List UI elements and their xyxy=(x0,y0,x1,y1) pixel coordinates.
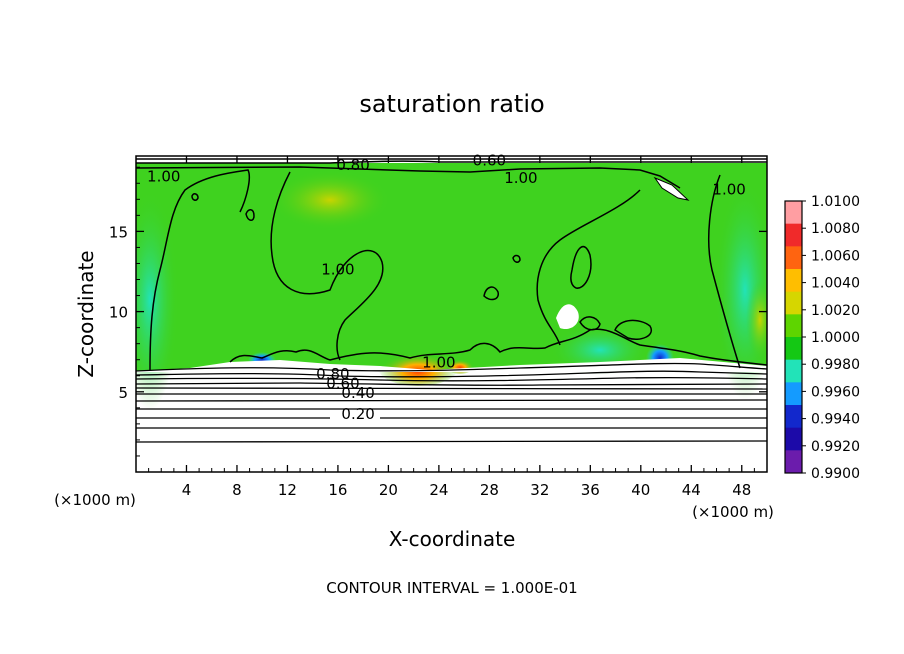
contour-strata-4 xyxy=(136,382,767,386)
y-tick-label: 5 xyxy=(118,384,128,402)
x-tick-label: 24 xyxy=(429,481,448,499)
colorbar-label: 1.0100 xyxy=(811,194,860,210)
colorbar-swatch xyxy=(785,427,802,451)
x-tick-label: 32 xyxy=(530,481,549,499)
y-tick-label: 10 xyxy=(109,304,128,322)
colorbar-swatch xyxy=(785,246,802,270)
contour-strata-7 xyxy=(136,399,767,402)
colorbar-swatch xyxy=(785,314,802,338)
x-tick-label: 28 xyxy=(480,481,499,499)
x-tick-label: 4 xyxy=(182,481,192,499)
contour-strata-2 xyxy=(136,370,767,378)
x-axis-label: X-coordinate xyxy=(389,527,516,551)
y-axis-label: Z-coordinate xyxy=(74,250,98,377)
x-tick-label: 20 xyxy=(379,481,398,499)
contour-strata xyxy=(136,362,767,443)
y-tick-label: 15 xyxy=(109,223,128,241)
x-tick-label: 8 xyxy=(232,481,242,499)
contour-label: 0.20 xyxy=(341,405,374,423)
x-tick-label: 36 xyxy=(581,481,600,499)
saturation-field xyxy=(136,163,767,371)
contour-label: 1.00 xyxy=(321,260,354,278)
x-tick-label: 48 xyxy=(732,481,751,499)
contour-label: 1.00 xyxy=(504,169,537,187)
x-tick-label: 16 xyxy=(328,481,347,499)
x-unit-left: (×1000 m) xyxy=(54,491,136,509)
contour-1-center xyxy=(270,171,384,361)
x-axis-ticks: 4 8 12 16 20 24 28 32 36 40 44 48 xyxy=(148,156,755,499)
colorbar: 1.0100 1.0080 1.0060 1.0040 1.0020 1.0000 0.99… xyxy=(784,194,860,482)
colorbar-swatch xyxy=(785,382,802,406)
colorbar-label: 0.9940 xyxy=(811,412,860,428)
contour-loop-2 xyxy=(579,316,601,331)
contour-island-5 xyxy=(512,254,521,263)
contour-lines xyxy=(136,158,767,371)
contour-strata-5 xyxy=(136,387,767,390)
contour-island-2 xyxy=(483,286,499,301)
plot-area xyxy=(136,156,767,472)
contour-1-right xyxy=(536,189,641,346)
contour-top-2 xyxy=(136,160,767,164)
field-patch-warm-top xyxy=(270,170,390,230)
contour-strata-3 xyxy=(136,376,767,382)
colorbar-label: 1.0000 xyxy=(811,330,860,346)
x-unit-right: (×1000 m) xyxy=(692,503,774,521)
chart-title: saturation ratio xyxy=(359,90,544,118)
colorbar-label: 1.0040 xyxy=(811,276,860,292)
colorbar-label: 1.0060 xyxy=(811,248,860,264)
contour-interval-note: CONTOUR INTERVAL = 1.000E-01 xyxy=(326,579,577,597)
contour-1-far-right xyxy=(708,174,741,369)
contour-label: 1.00 xyxy=(422,354,455,372)
contour-label: 0.60 xyxy=(326,374,359,392)
colorbar-swatch xyxy=(785,201,802,225)
contour-strata-11 xyxy=(136,440,767,443)
contour-island-3 xyxy=(245,209,255,221)
colorbar-swatch xyxy=(785,223,802,247)
contour-top-3 xyxy=(136,166,681,189)
contour-cloud-top xyxy=(229,328,767,366)
contour-label: 1.00 xyxy=(712,180,745,198)
field-patch-cool-left xyxy=(136,190,178,410)
contour-labels: 1.000.80 0.601.001.001.001.000.800.600.40… xyxy=(147,151,746,423)
colorbar-label: 1.0080 xyxy=(811,221,860,237)
contour-1-left xyxy=(149,169,251,371)
contour-island xyxy=(570,245,592,289)
contour-label: 0.80 xyxy=(336,156,369,174)
colorbar-label: 1.0020 xyxy=(811,303,860,319)
colorbar-label: 0.9980 xyxy=(811,357,860,373)
white-patch-right-mid xyxy=(556,304,579,330)
contour-strata-1 xyxy=(136,362,767,372)
colorbar-swatch xyxy=(785,291,802,315)
contour-label: 0.40 xyxy=(341,384,374,402)
contour-loop-1 xyxy=(614,319,653,340)
contour-label: 0.80 xyxy=(316,365,349,383)
contour-island-4 xyxy=(191,193,199,201)
colorbar-swatch xyxy=(785,359,802,383)
colorbar-swatch xyxy=(785,450,802,474)
white-patch-top-right xyxy=(653,176,690,201)
x-tick-label: 44 xyxy=(682,481,701,499)
colorbar-label: 0.9900 xyxy=(811,466,860,482)
colorbar-label: 0.9960 xyxy=(811,384,860,400)
contour-label: 1.00 xyxy=(147,167,180,185)
x-tick-label: 40 xyxy=(631,481,650,499)
colorbar-swatch xyxy=(785,269,802,293)
field-patch-warm-right xyxy=(746,280,767,360)
x-tick-label: 12 xyxy=(278,481,297,499)
colorbar-swatch xyxy=(785,405,802,429)
colorbar-swatch xyxy=(785,337,802,361)
y-axis-ticks: 5 10 15 xyxy=(109,166,767,457)
colorbar-label: 0.9920 xyxy=(811,439,860,455)
